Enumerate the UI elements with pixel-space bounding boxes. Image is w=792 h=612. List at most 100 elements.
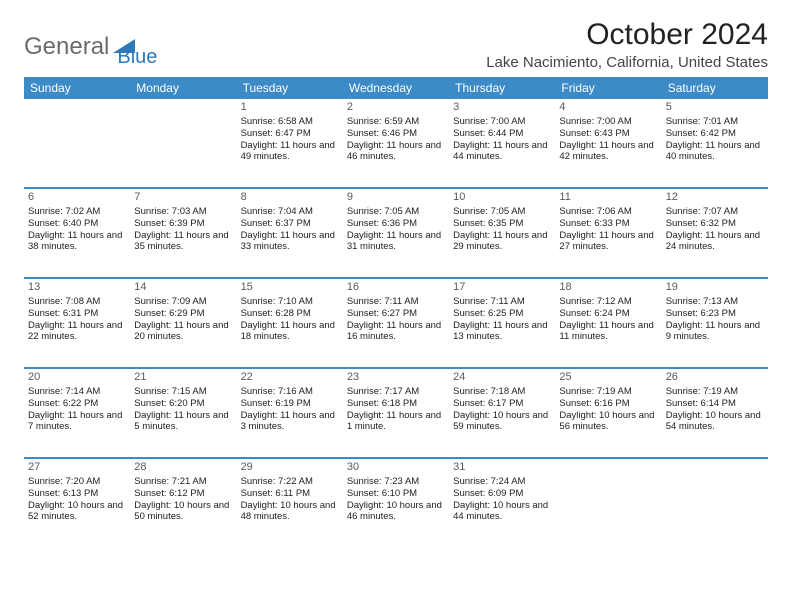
sunset-text: Sunset: 6:10 PM (347, 488, 445, 500)
calendar-cell: 7Sunrise: 7:03 AMSunset: 6:39 PMDaylight… (130, 188, 236, 278)
sunrise-text: Sunrise: 7:11 AM (347, 296, 445, 308)
calendar-cell: 13Sunrise: 7:08 AMSunset: 6:31 PMDayligh… (24, 278, 130, 368)
day-number: 29 (241, 461, 339, 475)
daylight-text: Daylight: 11 hours and 31 minutes. (347, 230, 445, 254)
day-number: 10 (453, 191, 551, 205)
calendar-cell: 24Sunrise: 7:18 AMSunset: 6:17 PMDayligh… (449, 368, 555, 458)
day-number: 12 (666, 191, 764, 205)
daylight-text: Daylight: 10 hours and 44 minutes. (453, 500, 551, 524)
daylight-text: Daylight: 11 hours and 16 minutes. (347, 320, 445, 344)
sunrise-text: Sunrise: 7:05 AM (347, 206, 445, 218)
sunset-text: Sunset: 6:17 PM (453, 398, 551, 410)
day-number: 18 (559, 281, 657, 295)
calendar-cell: 27Sunrise: 7:20 AMSunset: 6:13 PMDayligh… (24, 458, 130, 547)
daylight-text: Daylight: 11 hours and 49 minutes. (241, 140, 339, 164)
day-number: 11 (559, 191, 657, 205)
sunrise-text: Sunrise: 7:21 AM (134, 476, 232, 488)
daylight-text: Daylight: 11 hours and 3 minutes. (241, 410, 339, 434)
sunset-text: Sunset: 6:28 PM (241, 308, 339, 320)
sunrise-text: Sunrise: 7:24 AM (453, 476, 551, 488)
weekday-header: Sunday (24, 77, 130, 99)
daylight-text: Daylight: 11 hours and 27 minutes. (559, 230, 657, 254)
day-number: 5 (666, 101, 764, 115)
daylight-text: Daylight: 11 hours and 38 minutes. (28, 230, 126, 254)
sunset-text: Sunset: 6:46 PM (347, 128, 445, 140)
sunrise-text: Sunrise: 7:23 AM (347, 476, 445, 488)
sunrise-text: Sunrise: 7:19 AM (559, 386, 657, 398)
calendar-cell: 6Sunrise: 7:02 AMSunset: 6:40 PMDaylight… (24, 188, 130, 278)
daylight-text: Daylight: 10 hours and 56 minutes. (559, 410, 657, 434)
brand-logo: General Blue (24, 18, 157, 69)
sunrise-text: Sunrise: 7:02 AM (28, 206, 126, 218)
sunrise-text: Sunrise: 7:12 AM (559, 296, 657, 308)
day-number: 9 (347, 191, 445, 205)
weekday-header: Friday (555, 77, 661, 99)
sunrise-text: Sunrise: 7:11 AM (453, 296, 551, 308)
sunset-text: Sunset: 6:22 PM (28, 398, 126, 410)
sunrise-text: Sunrise: 7:20 AM (28, 476, 126, 488)
weekday-header: Tuesday (237, 77, 343, 99)
sunset-text: Sunset: 6:40 PM (28, 218, 126, 230)
calendar-cell: 28Sunrise: 7:21 AMSunset: 6:12 PMDayligh… (130, 458, 236, 547)
calendar-cell: 31Sunrise: 7:24 AMSunset: 6:09 PMDayligh… (449, 458, 555, 547)
calendar-cell: 2Sunrise: 6:59 AMSunset: 6:46 PMDaylight… (343, 99, 449, 188)
calendar-cell: 26Sunrise: 7:19 AMSunset: 6:14 PMDayligh… (662, 368, 768, 458)
calendar-cell: 19Sunrise: 7:13 AMSunset: 6:23 PMDayligh… (662, 278, 768, 368)
sunrise-text: Sunrise: 7:17 AM (347, 386, 445, 398)
sunset-text: Sunset: 6:24 PM (559, 308, 657, 320)
daylight-text: Daylight: 10 hours and 59 minutes. (453, 410, 551, 434)
day-number: 24 (453, 371, 551, 385)
daylight-text: Daylight: 11 hours and 40 minutes. (666, 140, 764, 164)
calendar-cell: 10Sunrise: 7:05 AMSunset: 6:35 PMDayligh… (449, 188, 555, 278)
weekday-header: Thursday (449, 77, 555, 99)
sunset-text: Sunset: 6:12 PM (134, 488, 232, 500)
calendar-cell: 14Sunrise: 7:09 AMSunset: 6:29 PMDayligh… (130, 278, 236, 368)
calendar-cell: 23Sunrise: 7:17 AMSunset: 6:18 PMDayligh… (343, 368, 449, 458)
sunset-text: Sunset: 6:47 PM (241, 128, 339, 140)
calendar-cell: 8Sunrise: 7:04 AMSunset: 6:37 PMDaylight… (237, 188, 343, 278)
sunset-text: Sunset: 6:16 PM (559, 398, 657, 410)
day-number: 3 (453, 101, 551, 115)
calendar-cell (130, 99, 236, 188)
daylight-text: Daylight: 11 hours and 42 minutes. (559, 140, 657, 164)
sunset-text: Sunset: 6:27 PM (347, 308, 445, 320)
day-number: 30 (347, 461, 445, 475)
day-number: 7 (134, 191, 232, 205)
sunset-text: Sunset: 6:43 PM (559, 128, 657, 140)
day-number: 25 (559, 371, 657, 385)
sunset-text: Sunset: 6:20 PM (134, 398, 232, 410)
sunrise-text: Sunrise: 7:13 AM (666, 296, 764, 308)
calendar-cell: 20Sunrise: 7:14 AMSunset: 6:22 PMDayligh… (24, 368, 130, 458)
daylight-text: Daylight: 11 hours and 22 minutes. (28, 320, 126, 344)
calendar-row: 1Sunrise: 6:58 AMSunset: 6:47 PMDaylight… (24, 99, 768, 188)
sunrise-text: Sunrise: 6:58 AM (241, 116, 339, 128)
sunrise-text: Sunrise: 7:06 AM (559, 206, 657, 218)
day-number: 21 (134, 371, 232, 385)
calendar-table: Sunday Monday Tuesday Wednesday Thursday… (24, 77, 768, 547)
daylight-text: Daylight: 10 hours and 48 minutes. (241, 500, 339, 524)
sunrise-text: Sunrise: 7:00 AM (559, 116, 657, 128)
sunrise-text: Sunrise: 7:19 AM (666, 386, 764, 398)
brand-part2: Blue (117, 46, 157, 69)
day-number: 16 (347, 281, 445, 295)
daylight-text: Daylight: 11 hours and 44 minutes. (453, 140, 551, 164)
page-title: October 2024 (486, 18, 768, 52)
calendar-cell: 17Sunrise: 7:11 AMSunset: 6:25 PMDayligh… (449, 278, 555, 368)
sunset-text: Sunset: 6:33 PM (559, 218, 657, 230)
daylight-text: Daylight: 10 hours and 52 minutes. (28, 500, 126, 524)
day-number: 14 (134, 281, 232, 295)
day-number: 19 (666, 281, 764, 295)
sunrise-text: Sunrise: 7:15 AM (134, 386, 232, 398)
sunset-text: Sunset: 6:35 PM (453, 218, 551, 230)
calendar-cell: 12Sunrise: 7:07 AMSunset: 6:32 PMDayligh… (662, 188, 768, 278)
sunrise-text: Sunrise: 7:04 AM (241, 206, 339, 218)
day-number: 4 (559, 101, 657, 115)
daylight-text: Daylight: 11 hours and 20 minutes. (134, 320, 232, 344)
sunrise-text: Sunrise: 7:14 AM (28, 386, 126, 398)
daylight-text: Daylight: 11 hours and 29 minutes. (453, 230, 551, 254)
sunset-text: Sunset: 6:09 PM (453, 488, 551, 500)
day-number: 26 (666, 371, 764, 385)
calendar-row: 27Sunrise: 7:20 AMSunset: 6:13 PMDayligh… (24, 458, 768, 547)
weekday-header-row: Sunday Monday Tuesday Wednesday Thursday… (24, 77, 768, 99)
calendar-cell: 3Sunrise: 7:00 AMSunset: 6:44 PMDaylight… (449, 99, 555, 188)
